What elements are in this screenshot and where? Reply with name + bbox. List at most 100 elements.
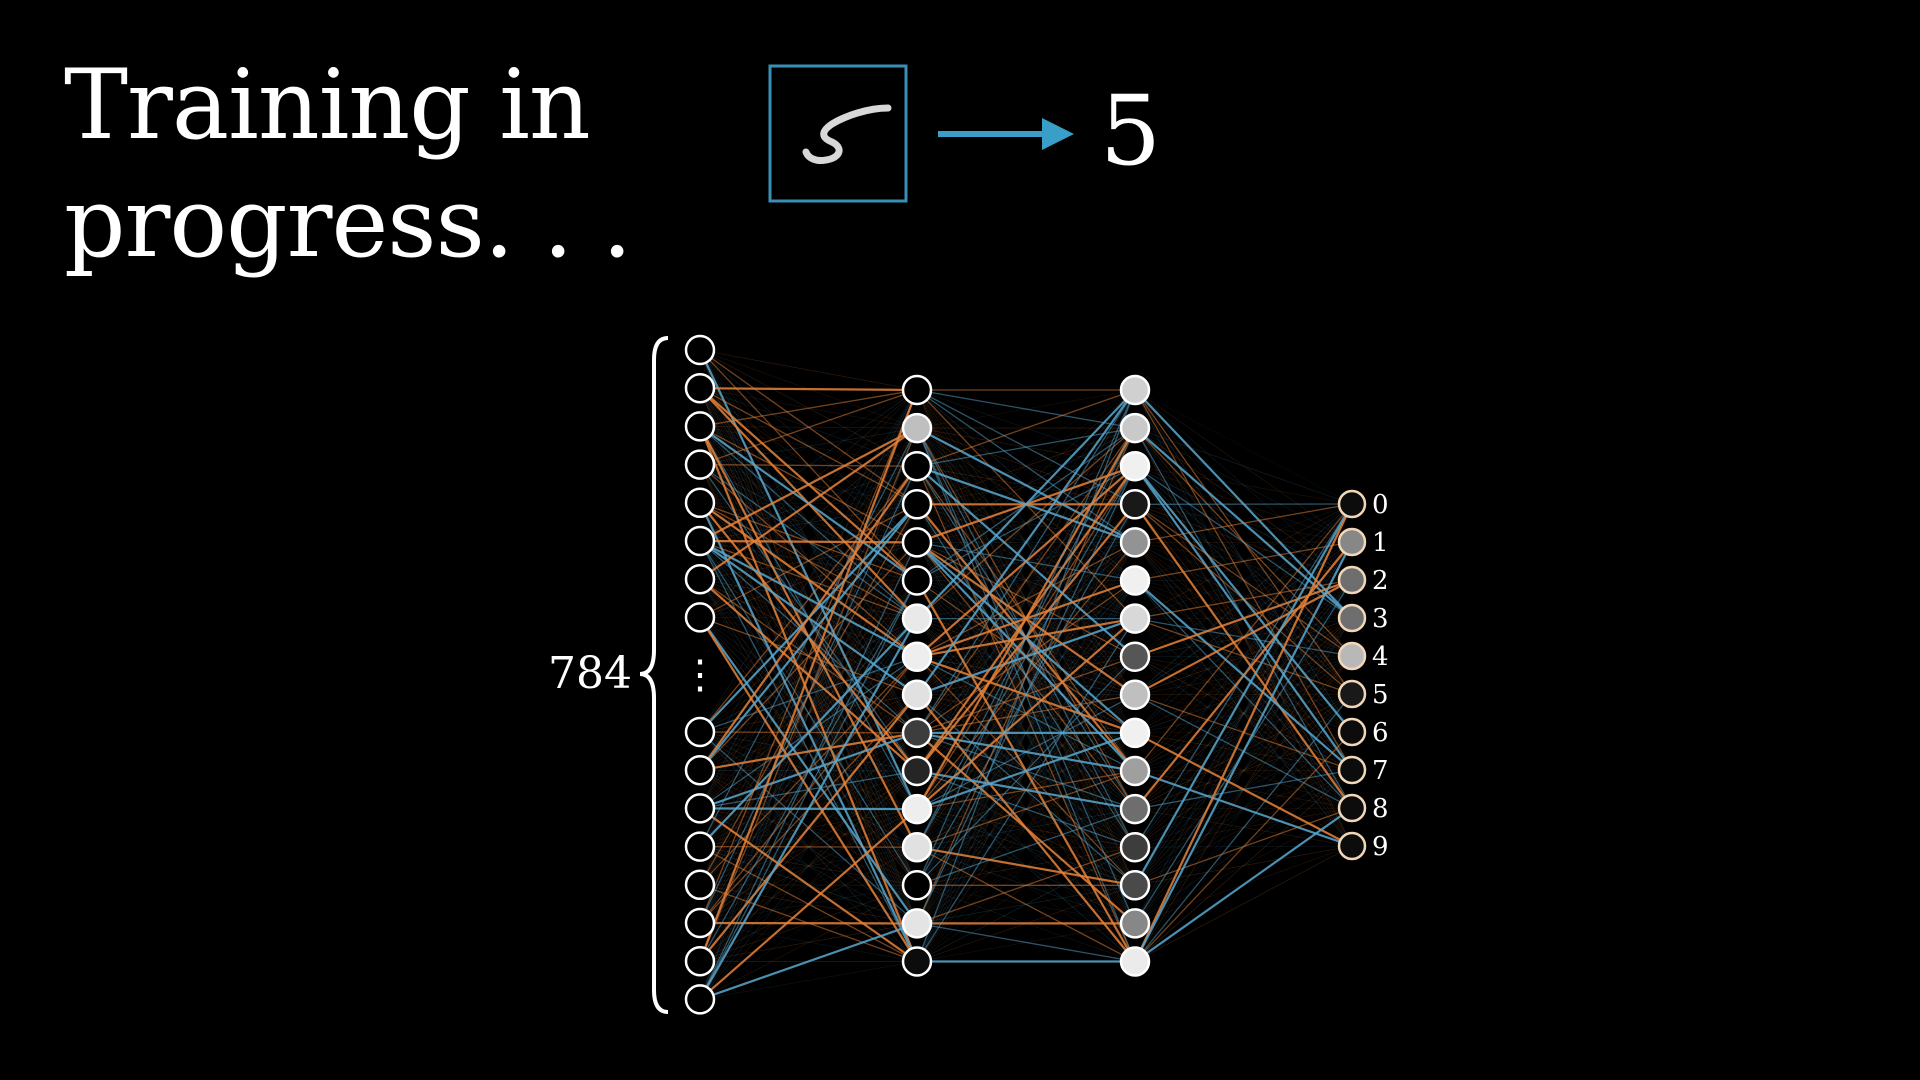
neuron-nodes	[684, 334, 1367, 1015]
hidden2-neuron	[1119, 412, 1151, 444]
hidden2-output-edge	[1134, 541, 1353, 886]
input-hidden1-edge	[699, 770, 918, 1000]
hidden1-hidden2-edge	[916, 618, 1136, 848]
output-digit-label: 5	[1372, 680, 1389, 710]
hidden1-hidden2-edge	[916, 732, 1136, 924]
hidden2-neuron	[1119, 565, 1151, 596]
hidden1-hidden2-edge	[916, 694, 1136, 810]
output-neuron	[1337, 717, 1367, 747]
hidden1-hidden2-edge	[916, 389, 1136, 467]
hidden1-hidden2-edge	[916, 656, 1136, 848]
input-hidden1-edge	[699, 542, 918, 962]
input-hidden1-edge	[699, 389, 918, 809]
input-neuron	[684, 563, 716, 595]
hidden1-neuron	[901, 450, 933, 482]
input-example: 5	[768, 64, 1161, 203]
hidden1-neuron	[901, 527, 933, 558]
input-hidden1-edge	[699, 656, 918, 771]
output-digit-label: 4	[1372, 642, 1389, 672]
hidden1-hidden2-edge	[916, 618, 1136, 962]
input-hidden1-edge	[699, 961, 918, 1000]
hidden1-neuron	[901, 793, 933, 825]
hidden1-hidden2-edge	[916, 542, 1136, 962]
input-hidden1-edge	[699, 694, 918, 809]
hidden1-hidden2-edge	[916, 885, 1136, 924]
hidden1-hidden2-edge	[916, 427, 1136, 467]
hidden1-hidden2-edge	[916, 846, 1136, 962]
hidden2-output-edge	[1134, 731, 1353, 886]
hidden1-neuron	[901, 565, 933, 596]
hidden1-hidden2-edge	[916, 427, 1136, 620]
input-hidden1-edge	[699, 580, 918, 1000]
hidden2-output-edge	[1134, 542, 1353, 619]
hidden1-hidden2-edge	[916, 427, 1136, 734]
input-hidden1-edge	[699, 542, 918, 618]
input-hidden1-edge	[699, 427, 918, 1000]
hidden1-hidden2-edge	[916, 427, 1136, 810]
input-hidden1-edge	[699, 389, 918, 580]
handwritten-digit-glyph	[802, 104, 892, 164]
arrow-head-icon	[1042, 118, 1074, 150]
hidden1-neuron	[901, 755, 933, 787]
input-neuron	[684, 334, 716, 366]
hidden2-output-edge	[1134, 503, 1353, 619]
curly-brace-icon	[639, 336, 669, 1014]
hidden1-hidden2-edge	[916, 694, 1136, 772]
hidden2-output-edge	[1134, 731, 1353, 848]
input-hidden1-edge	[699, 465, 918, 733]
input-hidden1-edge	[699, 425, 918, 620]
output-digit-label: 8	[1372, 794, 1389, 824]
input-hidden1-edge	[699, 387, 918, 392]
input-hidden1-edge	[699, 618, 918, 885]
hidden1-hidden2-edge	[916, 389, 1136, 505]
hidden2-output-edge	[1134, 503, 1353, 924]
hidden2-output-edge	[1134, 503, 1353, 657]
output-digit-label: 3	[1372, 604, 1389, 634]
hidden1-hidden2-edge	[916, 694, 1136, 924]
input-hidden1-edge	[699, 427, 918, 542]
hidden1-hidden2-edge	[916, 389, 1136, 429]
input-hidden1-edge	[699, 389, 918, 542]
input-hidden1-edge	[699, 503, 918, 618]
input-hidden1-edge	[699, 885, 918, 962]
hidden1-hidden2-edge	[916, 389, 1136, 848]
input-hidden1-edge	[699, 846, 918, 886]
hidden1-hidden2-edge	[916, 770, 1136, 848]
hidden1-hidden2-edge	[916, 389, 1136, 657]
input-hidden1-edge	[699, 389, 918, 885]
input-hidden1-edge	[699, 922, 918, 1001]
output-neuron	[1337, 489, 1367, 519]
hidden2-neuron	[1119, 527, 1151, 558]
hidden2-output-edge	[1134, 427, 1353, 505]
hidden2-output-edge	[1134, 769, 1353, 962]
input-hidden1-edge	[699, 466, 918, 962]
input-hidden1-edge	[699, 427, 918, 847]
input-hidden1-edge	[699, 465, 918, 618]
hidden1-neuron	[901, 412, 933, 444]
hidden2-output-edge	[1134, 617, 1353, 696]
hidden1-hidden2-edge	[916, 541, 1136, 658]
input-hidden1-edge	[699, 389, 918, 428]
input-hidden1-edge	[699, 426, 918, 467]
input-hidden1-edge	[699, 656, 918, 847]
input-hidden1-edge	[699, 808, 918, 1001]
output-digit-label: 2	[1372, 566, 1389, 596]
hidden2-output-edge	[1134, 503, 1353, 810]
hidden2-output-edge	[1134, 617, 1353, 810]
hidden2-neuron	[1119, 755, 1151, 787]
input-ellipsis: ⋮	[680, 652, 720, 698]
predicted-label: 5	[1100, 75, 1161, 187]
hidden1-hidden2-edge	[916, 389, 1136, 886]
hidden2-neuron	[1119, 641, 1151, 672]
hidden2-output-edge	[1134, 807, 1353, 810]
input-hidden1-edge	[699, 542, 918, 885]
hidden2-output-edge	[1134, 503, 1353, 657]
page-title: Training in progress. . .	[64, 46, 632, 282]
input-hidden1-edge	[699, 389, 918, 466]
hidden2-neuron	[1119, 946, 1151, 977]
input-neuron	[684, 449, 716, 480]
hidden2-output-edge	[1134, 503, 1353, 962]
hidden2-output-edge	[1134, 655, 1353, 772]
hidden1-neuron	[901, 831, 933, 863]
hidden1-neuron	[901, 679, 933, 711]
